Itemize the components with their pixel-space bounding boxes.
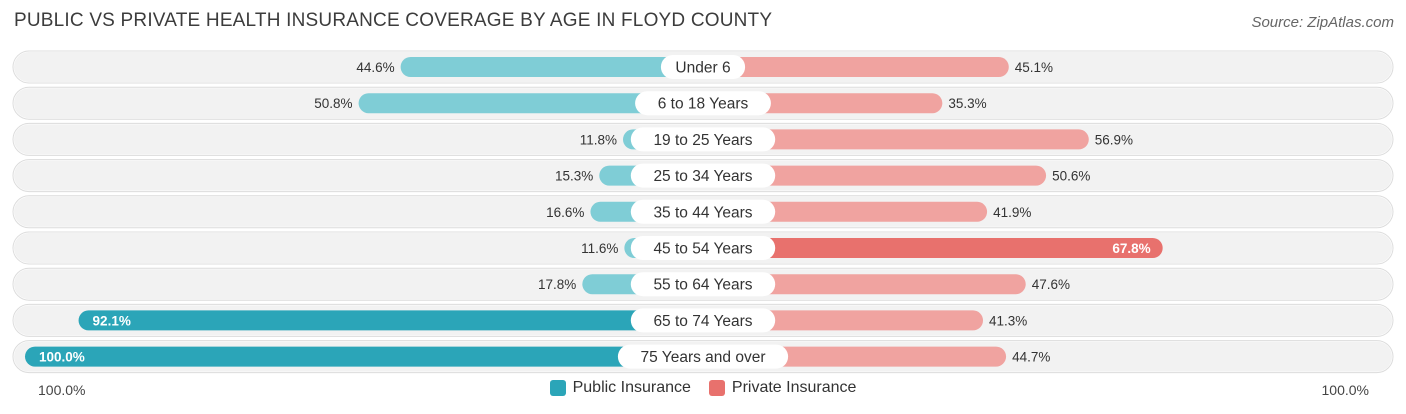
chart-title: PUBLIC VS PRIVATE HEALTH INSURANCE COVER… [14, 10, 773, 31]
value-label-private: 44.7% [1012, 350, 1050, 365]
category-label: 55 to 64 Years [653, 277, 752, 294]
bar-private [703, 238, 1163, 258]
category-label: Under 6 [675, 60, 730, 77]
legend-item-private[interactable]: Private Insurance [708, 379, 857, 397]
bar-private [703, 274, 1026, 295]
value-label-private: 41.3% [989, 313, 1027, 328]
value-label-private: 35.3% [948, 96, 986, 111]
value-label-public: 100.0% [39, 350, 85, 365]
category-label-pill [630, 308, 776, 333]
bar-public [78, 310, 703, 331]
value-label-public: 44.6% [356, 60, 394, 75]
bar-public [358, 93, 703, 114]
category-label: 19 to 25 Years [653, 132, 752, 149]
category-label: 6 to 18 Years [658, 96, 749, 113]
value-label-private: 47.6% [1032, 277, 1070, 292]
value-label-private: 50.6% [1052, 169, 1090, 184]
legend-label-private: Private Insurance [731, 379, 857, 396]
category-label: 65 to 74 Years [653, 313, 752, 330]
value-label-public: 11.8% [580, 132, 617, 147]
category-label: 35 to 44 Years [653, 204, 752, 221]
bar-private [703, 165, 1047, 186]
value-label-public: 50.8% [314, 96, 352, 111]
category-label: 75 Years and over [641, 349, 766, 366]
category-label-pill [630, 272, 776, 297]
value-label-public: 16.6% [546, 205, 584, 220]
category-label-pill [630, 199, 776, 224]
value-label-private: 45.1% [1015, 60, 1053, 75]
category-label-pill [630, 163, 776, 188]
bar-private [703, 57, 1009, 77]
value-label-public: 15.3% [555, 169, 593, 184]
category-label-pill [635, 91, 771, 116]
value-label-private: 67.8% [1112, 241, 1150, 256]
source-label: Source: ZipAtlas.com [1251, 14, 1394, 31]
category-label-pill [617, 344, 789, 369]
value-label-public: 11.6% [581, 241, 618, 256]
category-label-pill [630, 127, 776, 152]
value-label-private: 41.9% [993, 205, 1031, 220]
category-label-pill [630, 236, 776, 260]
axis-right-label: 100.0% [1321, 382, 1369, 398]
bar-public [25, 346, 703, 367]
axis-left-label: 100.0% [38, 382, 86, 398]
value-label-public: 92.1% [93, 313, 131, 328]
legend-label-public: Public Insurance [572, 379, 691, 396]
value-label-public: 17.8% [538, 277, 576, 292]
legend-item-public[interactable]: Public Insurance [549, 379, 691, 397]
legend-swatch-public [549, 380, 566, 396]
category-label: 25 to 34 Years [653, 168, 752, 185]
value-label-private: 56.9% [1095, 132, 1133, 147]
category-label: 45 to 54 Years [653, 241, 752, 258]
category-label-pill [660, 55, 746, 79]
legend: Public Insurance Private Insurance [0, 379, 1406, 397]
legend-swatch-private [708, 380, 725, 396]
bar-private [703, 129, 1089, 150]
bar-public [400, 57, 703, 77]
